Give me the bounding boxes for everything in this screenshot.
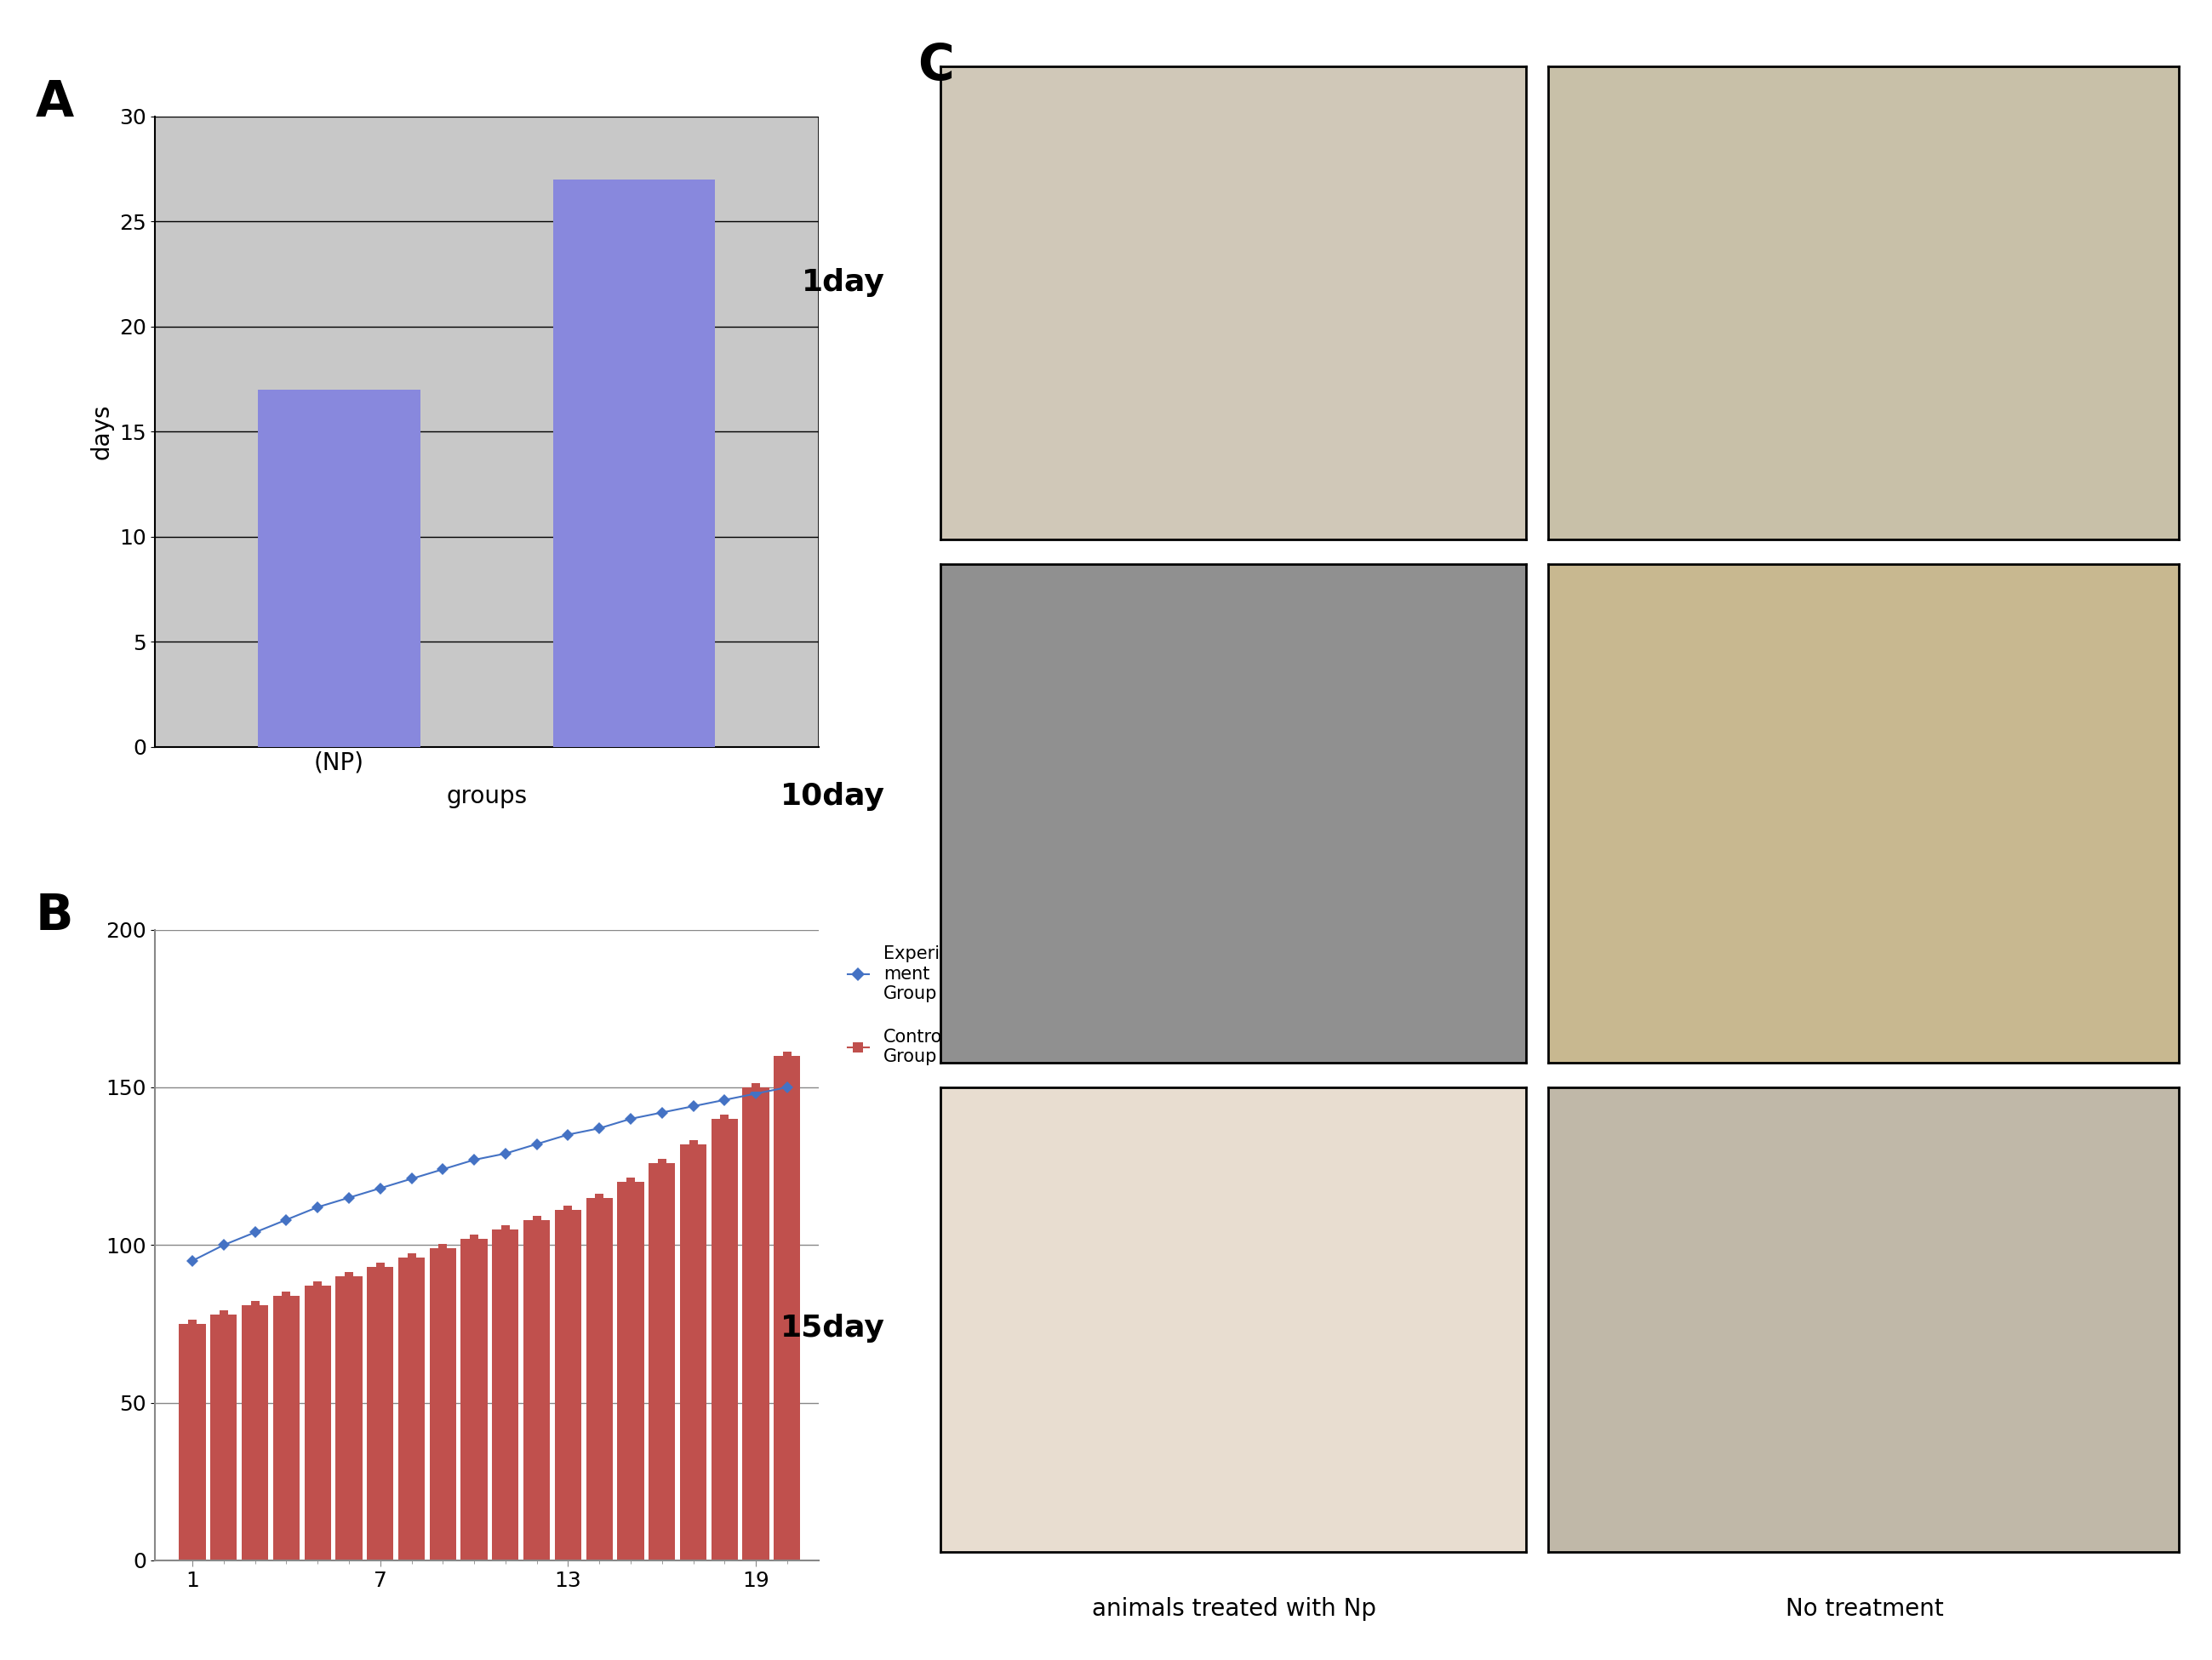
Text: 10day: 10day [781,782,885,812]
Text: B: B [35,891,73,940]
Bar [491,1228,520,1560]
Text: C: C [918,42,953,90]
Text: A: A [35,78,73,126]
Bar [553,179,714,747]
Bar [429,1248,456,1560]
Bar [179,1325,206,1560]
Bar [712,1119,739,1560]
Bar [210,1315,237,1560]
Bar [305,1286,332,1560]
Bar [524,1220,551,1560]
Text: No treatment: No treatment [1785,1597,1944,1620]
Bar [460,1238,487,1560]
Legend: Experi
ment
Group, Control
Group: Experi ment Group, Control Group [841,938,953,1072]
Y-axis label: days: days [91,403,113,460]
Bar [259,390,420,747]
Bar [398,1258,425,1560]
Bar [679,1144,706,1560]
Bar [241,1305,268,1560]
Bar [367,1267,394,1560]
Bar [774,1056,801,1560]
Bar [555,1210,582,1560]
Text: animals treated with Np: animals treated with Np [1093,1597,1376,1620]
Bar [586,1199,613,1560]
Bar [617,1182,644,1560]
Text: 1day: 1day [801,267,885,297]
Text: 15day: 15day [781,1313,885,1343]
Bar [272,1295,299,1560]
Bar [336,1277,363,1560]
Bar [743,1087,770,1560]
Bar [648,1164,675,1560]
X-axis label: groups: groups [447,785,526,808]
